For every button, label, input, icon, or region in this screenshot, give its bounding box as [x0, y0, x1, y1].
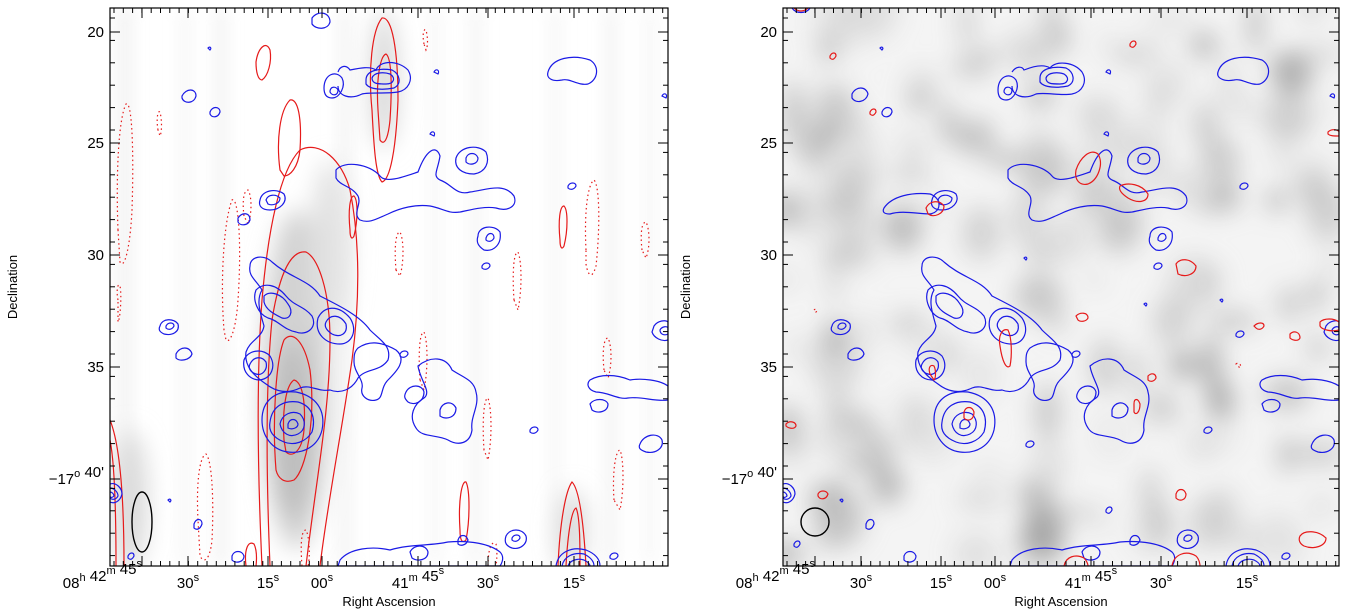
- left-beam-ellipse: [131, 491, 153, 553]
- left-x-tick-label: 15s: [257, 572, 280, 592]
- left-x-tick-label: 08h 42m 45s: [63, 558, 143, 592]
- left-y-tick-label: 25: [87, 135, 104, 152]
- right-x-tick-label: 30s: [850, 572, 873, 592]
- left-y-axis-title: Declination: [5, 255, 20, 319]
- left-image-background: [110, 8, 668, 566]
- right-x-tick-label: 15s: [1236, 572, 1259, 592]
- left-x-tick-label: 30s: [477, 572, 500, 592]
- right-y-tick-label: 35: [760, 359, 777, 376]
- left-y-tick-label: 30: [87, 247, 104, 264]
- right-x-tick-label: 00s: [984, 572, 1007, 592]
- right-ticks: [783, 8, 1339, 566]
- left-panel: 20 25 30 35 −17o 40' 08h 42m 45s 30s 15s…: [5, 7, 669, 609]
- right-image-background: [783, 8, 1339, 566]
- left-x-tick-label: 41m 45s: [392, 565, 445, 592]
- left-red-dotted-contours: [116, 29, 650, 566]
- right-x-tick-labels: 08h 42m 45s 30s 15s 00s 41m 45s 30s 15s: [736, 558, 1259, 592]
- left-x-axis-title: Right Ascension: [342, 594, 435, 609]
- right-y-tick-label: 25: [760, 135, 777, 152]
- right-x-tick-label: 08h 42m 45s: [736, 558, 816, 592]
- right-y-axis-title: Declination: [678, 255, 693, 319]
- right-red-contours: [785, 8, 1339, 566]
- left-y-tick-label: 35: [87, 359, 104, 376]
- right-x-tick-label: 15s: [930, 572, 953, 592]
- left-y-tick-labels: 20 25 30 35 −17o 40': [49, 24, 104, 488]
- right-x-tick-label: 30s: [1150, 572, 1173, 592]
- left-x-tick-label: 30s: [177, 572, 200, 592]
- right-beam-circle: [800, 507, 830, 537]
- right-y-tick-label: 20: [760, 24, 777, 41]
- right-y-tick-label: 30: [760, 247, 777, 264]
- right-panel: 20 25 30 35 −17o 40' 08h 42m 45s 30s 15s…: [678, 7, 1340, 609]
- left-ticks: [110, 8, 668, 566]
- left-x-tick-labels: 08h 42m 45s 30s 15s 00s 41m 45s 30s 15s: [63, 558, 586, 592]
- left-x-tick-label: 15s: [563, 572, 586, 592]
- right-x-tick-label: 41m 45s: [1065, 565, 1118, 592]
- right-blue-contours: [783, 8, 1339, 566]
- left-x-tick-label: 00s: [311, 572, 334, 592]
- left-y-tick-label: 20: [87, 24, 104, 41]
- right-x-axis-title: Right Ascension: [1014, 594, 1107, 609]
- left-y-tick-label: −17o 40': [49, 464, 104, 488]
- right-y-tick-labels: 20 25 30 35 −17o 40': [722, 24, 777, 488]
- right-y-tick-label: −17o 40': [722, 464, 777, 488]
- left-blue-contours: [110, 12, 668, 566]
